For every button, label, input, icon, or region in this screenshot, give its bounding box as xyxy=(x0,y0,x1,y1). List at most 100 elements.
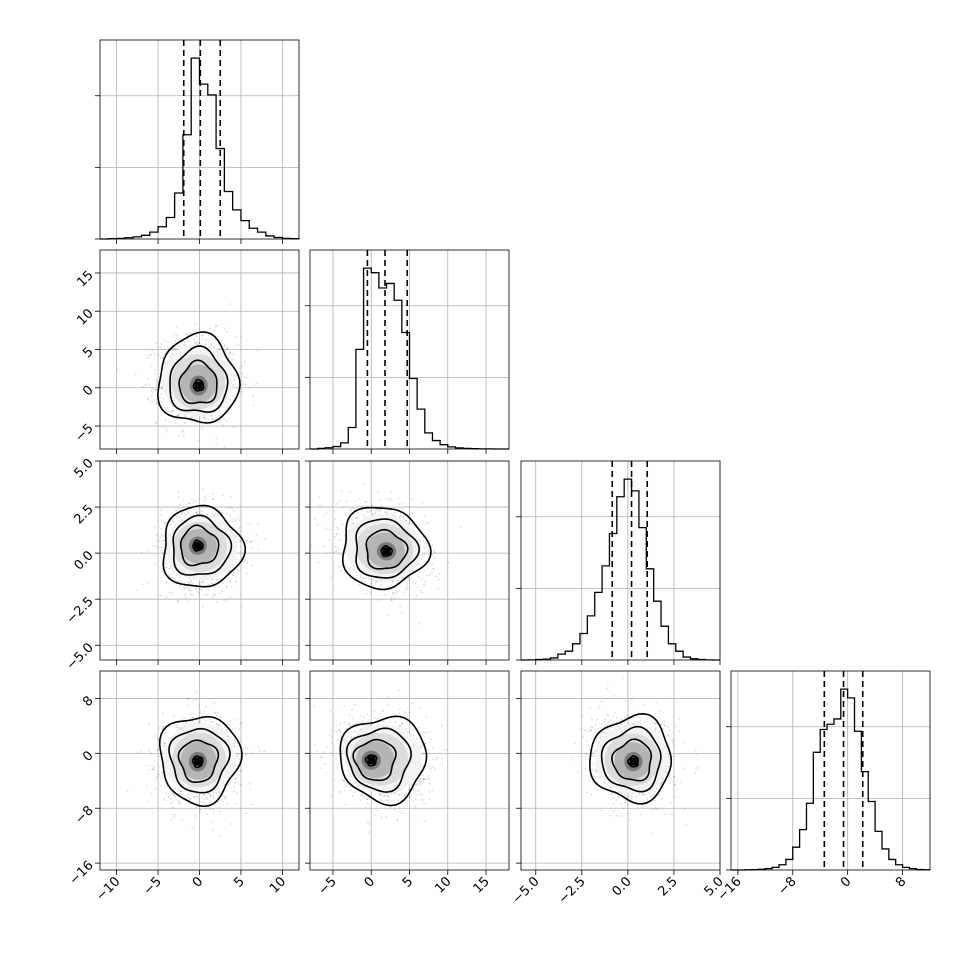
scatter-point xyxy=(157,540,159,542)
scatter-point xyxy=(183,428,185,430)
scatter-point xyxy=(216,714,218,716)
scatter-point xyxy=(367,802,369,804)
scatter-point xyxy=(188,583,190,585)
scatter-point xyxy=(205,720,207,722)
scatter-point xyxy=(392,514,394,516)
scatter-point xyxy=(229,570,231,572)
scatter-point xyxy=(154,760,156,762)
scatter-point xyxy=(214,329,216,331)
scatter-point xyxy=(204,718,206,720)
scatter-point xyxy=(340,539,342,541)
scatter-point xyxy=(222,424,224,426)
scatter-point xyxy=(187,698,189,700)
scatter-point xyxy=(176,326,178,328)
scatter-point xyxy=(319,505,321,507)
scatter-point xyxy=(239,758,241,760)
scatter-point xyxy=(326,746,328,748)
scatter-point xyxy=(161,570,163,572)
scatter-point xyxy=(223,418,225,420)
scatter-point xyxy=(243,561,245,563)
scatter-point xyxy=(179,793,181,795)
scatter-point xyxy=(207,513,209,515)
scatter-point xyxy=(349,491,351,493)
scatter-point xyxy=(339,500,341,502)
scatter-point xyxy=(423,540,425,542)
scatter-point xyxy=(336,503,338,505)
scatter-point xyxy=(160,557,162,559)
scatter-point xyxy=(226,513,228,515)
scatter-point xyxy=(166,472,168,474)
scatter-point xyxy=(341,790,343,792)
scatter-point xyxy=(398,503,400,505)
scatter-point xyxy=(344,741,346,743)
scatter-point xyxy=(364,483,366,485)
scatter-point xyxy=(162,713,164,715)
scatter-point xyxy=(189,332,191,334)
scatter-point xyxy=(207,719,209,721)
scatter-point xyxy=(240,335,242,337)
scatter-point xyxy=(350,508,352,510)
scatter-point xyxy=(411,498,413,500)
scatter-point xyxy=(210,721,212,723)
scatter-point xyxy=(227,353,229,355)
scatter-point xyxy=(367,512,369,514)
scatter-point xyxy=(417,790,419,792)
scatter-point xyxy=(232,396,234,398)
scatter-point xyxy=(187,797,189,799)
scatter-point xyxy=(247,562,249,564)
scatter-point xyxy=(158,727,160,729)
scatter-point xyxy=(181,718,183,720)
scatter-point xyxy=(233,363,235,365)
scatter-point xyxy=(203,802,205,804)
scatter-point xyxy=(204,798,206,800)
scatter-point xyxy=(330,577,332,579)
scatter-point xyxy=(372,579,374,581)
scatter-point xyxy=(239,516,241,518)
scatter-point xyxy=(195,587,197,589)
scatter-point xyxy=(212,418,214,420)
scatter-point xyxy=(378,599,380,601)
scatter-point xyxy=(233,510,235,512)
scatter-point xyxy=(374,512,376,514)
scatter-point xyxy=(164,523,166,525)
scatter-point xyxy=(228,784,230,786)
scatter-point xyxy=(203,581,205,583)
scatter-point xyxy=(173,816,175,818)
scatter-point xyxy=(176,727,178,729)
scatter-point xyxy=(430,540,432,542)
scatter-point xyxy=(460,527,462,529)
scatter-point xyxy=(160,528,162,530)
scatter-point xyxy=(154,564,156,566)
scatter-point xyxy=(394,515,396,517)
scatter-point xyxy=(408,579,410,581)
scatter-point xyxy=(371,505,373,507)
scatter-point xyxy=(369,510,371,512)
scatter-point xyxy=(242,394,244,396)
scatter-point xyxy=(212,795,214,797)
scatter-point xyxy=(424,581,426,583)
scatter-point xyxy=(399,590,401,592)
scatter-point xyxy=(200,712,202,714)
scatter-point xyxy=(199,588,201,590)
scatter-point xyxy=(255,383,257,385)
scatter-point xyxy=(235,536,237,538)
scatter-point xyxy=(179,802,181,804)
scatter-point xyxy=(150,793,152,795)
scatter-point xyxy=(397,580,399,582)
scatter-point xyxy=(162,540,164,542)
scatter-panel-1-0 xyxy=(100,250,299,474)
scatter-point xyxy=(148,401,150,403)
scatter-point xyxy=(117,369,119,371)
scatter-point xyxy=(205,419,207,421)
scatter-point xyxy=(148,723,150,725)
scatter-point xyxy=(422,556,424,558)
scatter-point xyxy=(219,415,221,417)
scatter-point xyxy=(222,801,224,803)
scatter-point xyxy=(230,720,232,722)
scatter-point xyxy=(193,508,195,510)
scatter-point xyxy=(257,523,259,525)
scatter-point xyxy=(148,769,150,771)
scatter-point xyxy=(224,446,226,448)
scatter-point xyxy=(170,802,172,804)
scatter-point xyxy=(203,794,205,796)
